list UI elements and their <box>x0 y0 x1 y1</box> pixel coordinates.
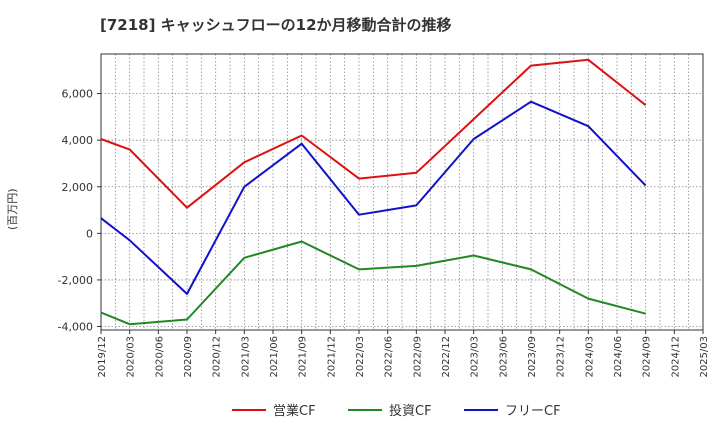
x-tick-label: 2020/03 <box>126 336 137 378</box>
x-tick-label: 2019/12 <box>97 336 108 378</box>
x-tick-label: 2022/03 <box>355 336 366 378</box>
series-line-0 <box>100 58 647 209</box>
y-tick-label: 2,000 <box>62 181 94 194</box>
series-line-2 <box>100 100 647 295</box>
x-tick-label: 2023/06 <box>498 336 509 378</box>
x-tick-label: 2022/12 <box>441 336 452 378</box>
x-tick-label: 2023/12 <box>556 336 567 378</box>
y-tick-label: 6,000 <box>62 88 94 101</box>
x-tick-label: 2024/03 <box>584 336 595 378</box>
y-tick-label: -2,000 <box>58 274 93 287</box>
x-tick-label: 2021/03 <box>240 336 251 378</box>
x-tick-label: 2020/09 <box>183 336 194 378</box>
legend-label: 投資CF <box>389 403 432 419</box>
y-tick-label: -4,000 <box>58 321 93 334</box>
x-tick-label: 2023/09 <box>527 336 538 378</box>
chart-title: [7218] キャッシュフローの12か月移動合計の推移 <box>100 16 452 34</box>
x-tick-label: 2020/06 <box>154 336 165 378</box>
x-tick-label: 2022/06 <box>384 336 395 378</box>
plot-frame <box>100 53 704 331</box>
legend-label: フリーCF <box>505 404 561 419</box>
x-tick-label: 2024/06 <box>613 336 624 378</box>
x-tick-label: 2020/12 <box>212 336 223 378</box>
x-tick-label: 2021/06 <box>269 336 280 378</box>
x-tick-label: 2025/03 <box>699 336 710 378</box>
x-tick-label: 2023/03 <box>470 336 481 378</box>
legend-label: 営業CF <box>273 403 316 419</box>
x-tick-label: 2021/12 <box>326 336 337 378</box>
y-tick-label: 4,000 <box>62 134 94 147</box>
x-tick-label: 2021/09 <box>298 336 309 378</box>
x-tick-label: 2022/09 <box>412 336 423 378</box>
x-tick-label: 2024/12 <box>670 336 681 378</box>
y-tick-label: 0 <box>86 227 93 240</box>
series-line-1 <box>100 240 646 326</box>
x-tick-label: 2024/09 <box>642 336 653 378</box>
